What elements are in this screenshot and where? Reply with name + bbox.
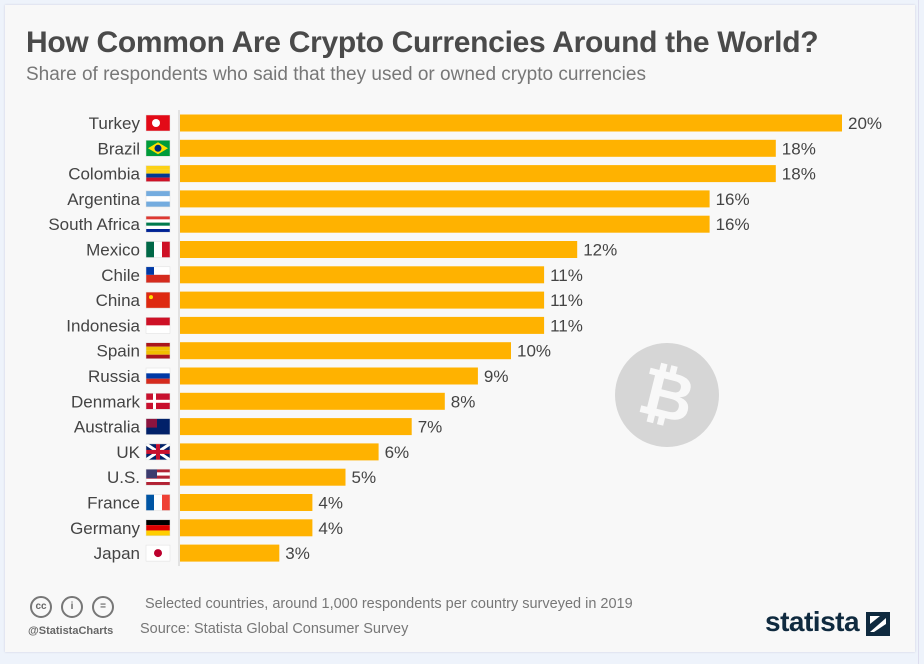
bitcoin-icon [615, 343, 719, 447]
value-label-france: 4% [318, 494, 343, 513]
category-label-mexico: Mexico [86, 241, 140, 260]
bar-mexico [180, 241, 578, 258]
creative-commons-icon: cc [30, 596, 52, 618]
value-label-u-s: 5% [352, 468, 377, 487]
france-flag-icon [145, 494, 171, 511]
germany-flag-icon [145, 519, 171, 537]
value-label-mexico: 12% [583, 241, 617, 260]
bar-germany [180, 519, 313, 537]
category-label-germany: Germany [70, 519, 140, 538]
u-s-flag-icon [145, 468, 171, 486]
bar-turkey [180, 114, 842, 132]
footnote: Selected countries, around 1,000 respond… [145, 596, 633, 612]
value-label-indonesia: 11% [550, 316, 583, 335]
bar-china [180, 291, 545, 309]
bar-denmark [180, 392, 445, 410]
bar-chile [180, 266, 545, 284]
value-label-uk: 6% [385, 443, 410, 462]
bar-japan [180, 544, 280, 562]
bar-brazil [180, 139, 776, 157]
no-derivatives-icon: = [92, 596, 114, 618]
divider [918, 0, 919, 664]
value-label-denmark: 8% [451, 392, 476, 411]
chart-title: How Common Are Crypto Currencies Around … [26, 26, 819, 59]
category-label-colombia: Colombia [68, 165, 140, 184]
bar-indonesia [180, 316, 545, 334]
category-label-indonesia: Indonesia [66, 316, 140, 335]
australia-flag-icon [145, 418, 171, 435]
category-label-denmark: Denmark [71, 392, 140, 411]
russia-flag-icon [145, 367, 171, 385]
uk-flag-icon [145, 442, 171, 462]
value-label-chile: 11% [550, 266, 583, 285]
bar-australia [180, 418, 412, 436]
indonesia-flag-icon [145, 317, 171, 334]
category-label-argentina: Argentina [67, 190, 140, 209]
category-label-brazil: Brazil [97, 139, 140, 158]
value-label-argentina: 16% [716, 190, 750, 209]
bar-u-s [180, 468, 346, 486]
value-label-turkey: 20% [848, 114, 882, 133]
mexico-flag-icon [145, 241, 171, 258]
category-label-u-s: U.S. [107, 468, 140, 487]
category-label-uk: UK [116, 443, 140, 462]
value-label-russia: 9% [484, 367, 509, 386]
category-label-turkey: Turkey [89, 114, 141, 133]
category-label-australia: Australia [74, 418, 141, 437]
category-label-south-africa: South Africa [48, 215, 140, 234]
bar-spain [180, 342, 511, 360]
value-label-brazil: 18% [782, 139, 816, 158]
value-label-china: 11% [550, 291, 583, 310]
source[interactable]: Source: Statista Global Consumer Survey [140, 621, 409, 637]
colombia-flag-icon [145, 165, 171, 182]
twitter-handle[interactable]: @StatistaCharts [28, 625, 114, 637]
statista-logo-mark [866, 612, 890, 636]
value-label-colombia: 18% [782, 165, 816, 184]
chart-subtitle: Share of respondents who said that they … [26, 64, 646, 85]
bar-russia [180, 367, 478, 385]
category-label-chile: Chile [101, 266, 140, 285]
bar-colombia [180, 165, 776, 183]
south-africa-flag-icon [145, 215, 171, 233]
chile-flag-icon [145, 266, 171, 284]
category-label-russia: Russia [88, 367, 141, 386]
bar-chart: ₿ Turkey 20%Brazil 18%Colombia 18%Argentina… [48, 110, 882, 566]
bar-south-africa [180, 215, 710, 233]
value-label-spain: 10% [517, 342, 551, 361]
category-label-china: China [96, 291, 141, 310]
bar-france [180, 494, 313, 511]
china-flag-icon [145, 291, 171, 309]
value-label-japan: 3% [285, 544, 310, 563]
argentina-flag-icon [145, 190, 171, 208]
category-label-france: France [87, 494, 140, 513]
value-label-south-africa: 16% [716, 215, 750, 234]
bar-uk [180, 443, 379, 461]
value-label-australia: 7% [418, 418, 443, 437]
category-label-japan: Japan [94, 544, 140, 563]
value-label-germany: 4% [318, 519, 343, 538]
spain-flag-icon [145, 342, 171, 359]
bar-argentina [180, 190, 710, 208]
denmark-flag-icon [145, 393, 171, 410]
category-label-spain: Spain [97, 342, 140, 361]
turkey-flag-icon [145, 114, 171, 132]
statista-logo[interactable]: statista [765, 606, 860, 637]
attribution-icon: i [61, 596, 83, 618]
japan-flag-icon [145, 544, 171, 562]
brazil-flag-icon [145, 140, 171, 157]
